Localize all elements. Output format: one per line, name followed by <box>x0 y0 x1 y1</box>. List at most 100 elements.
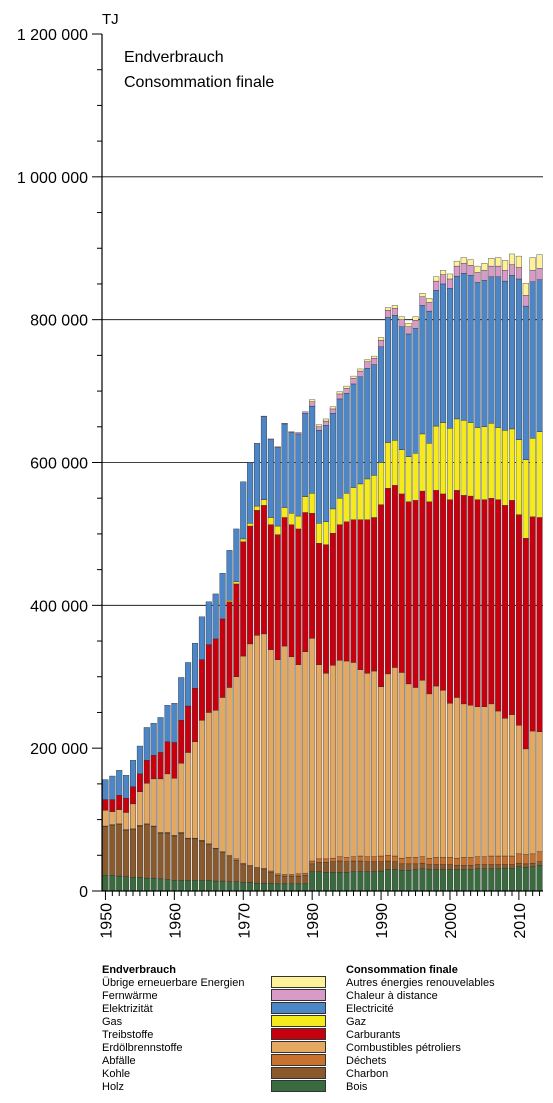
bar-segment <box>515 278 522 440</box>
bar-segment <box>267 882 274 892</box>
bar-segment <box>233 858 240 861</box>
bar-segment <box>164 832 171 880</box>
bar-segment <box>136 745 143 775</box>
bar-segment <box>233 676 240 860</box>
bar-segment <box>350 519 357 663</box>
bar-segment <box>309 401 316 407</box>
bar-segment <box>405 870 412 892</box>
bar-segment <box>460 263 467 274</box>
bar-segment <box>157 778 164 833</box>
bar-segment <box>405 857 412 865</box>
bar-segment <box>378 870 385 892</box>
bar-segment <box>467 705 474 858</box>
legend-label-fr: Carburants <box>346 1029 401 1041</box>
bar-segment <box>474 427 481 500</box>
bar-segment <box>398 316 405 320</box>
bar-segment <box>309 871 316 892</box>
legend-label-de: Elektrizität <box>102 1003 153 1015</box>
bar-segment <box>488 868 495 892</box>
legend-label-de: Abfälle <box>102 1055 136 1067</box>
bar-segment <box>378 340 385 347</box>
bar-segment <box>502 717 509 857</box>
bar-segment <box>274 525 281 535</box>
bar-segment <box>364 359 371 362</box>
bar-segment <box>336 398 343 499</box>
bar-segment <box>233 583 240 677</box>
bar-segment <box>109 799 116 812</box>
bar-segment <box>405 333 412 457</box>
bar-segment <box>467 259 474 266</box>
y-tick-label: 200 000 <box>30 741 88 758</box>
bar-segment <box>433 685 440 858</box>
bar-segment <box>398 870 405 892</box>
bar-segment <box>536 431 543 518</box>
legend-label-de: Kohle <box>102 1068 131 1080</box>
bar-segment <box>453 857 460 866</box>
bar-segment <box>150 826 157 879</box>
bar-segment <box>515 866 522 892</box>
bar-segment <box>357 483 364 520</box>
bar-segment <box>343 660 350 858</box>
bar-segment <box>336 872 343 892</box>
bar-segment <box>260 416 267 500</box>
bar-segment <box>474 856 481 865</box>
bar-segment <box>309 860 316 865</box>
bar-segment <box>219 618 226 698</box>
bar-segment <box>350 487 357 520</box>
bar-segment <box>254 635 261 868</box>
axes: 0 200 000 400 000 600 000 800 000 1 000 000 1 … <box>17 27 543 939</box>
bar-segment <box>343 493 350 522</box>
bar-segment <box>116 809 123 825</box>
bar-segment <box>254 510 261 636</box>
bar-segment <box>371 670 378 857</box>
bar-segment <box>226 855 233 857</box>
bar-segment <box>398 863 405 871</box>
bar-segment <box>143 782 150 825</box>
bar-segment <box>502 260 509 271</box>
bar-segment <box>419 490 426 681</box>
bar-segment <box>419 305 426 435</box>
bar-segment <box>316 424 323 427</box>
legend-label-fr: Autres énergies renouvelables <box>346 977 495 989</box>
bar-segment <box>378 855 385 862</box>
bar-segment <box>405 323 412 327</box>
bar-segment <box>474 272 481 283</box>
bar-segment <box>481 864 488 870</box>
bar-segment <box>502 430 509 506</box>
legend-swatch <box>271 976 326 988</box>
bar-segment <box>343 861 350 873</box>
bar-segment <box>116 795 123 810</box>
x-tick-label: 2000 <box>443 903 460 939</box>
bar-segment <box>529 730 536 855</box>
bar-segment <box>364 856 371 862</box>
bar-segment <box>405 863 412 871</box>
bar-segment <box>433 280 440 291</box>
bar-segment <box>384 442 391 489</box>
bar-segment <box>419 868 426 892</box>
bar-segment <box>336 391 343 395</box>
bar-segment <box>295 873 302 877</box>
bar-segment <box>171 835 178 881</box>
x-tick-label: 2010 <box>512 903 529 939</box>
bar-segment <box>371 517 378 672</box>
legend-label-fr: Charbon <box>346 1068 389 1080</box>
bar-segment <box>460 857 467 866</box>
bar-segment <box>378 504 385 687</box>
bar-segment <box>309 405 316 494</box>
bar-segment <box>281 645 288 875</box>
bar-segment <box>522 295 529 307</box>
bar-segment <box>302 875 309 885</box>
bar-segment <box>536 279 543 432</box>
bar-segment <box>116 875 123 892</box>
bar-segment <box>357 370 364 377</box>
bar-segment <box>136 877 143 892</box>
bar-segment <box>336 860 343 873</box>
bar-segment <box>460 865 467 870</box>
bar-segment <box>440 493 447 691</box>
bar-segment <box>488 703 495 857</box>
legend-swatch <box>271 1041 326 1053</box>
bar-segment <box>171 702 178 743</box>
bar-segment <box>336 393 343 400</box>
legend-swatch <box>271 1067 326 1079</box>
bar-segment <box>322 872 329 892</box>
